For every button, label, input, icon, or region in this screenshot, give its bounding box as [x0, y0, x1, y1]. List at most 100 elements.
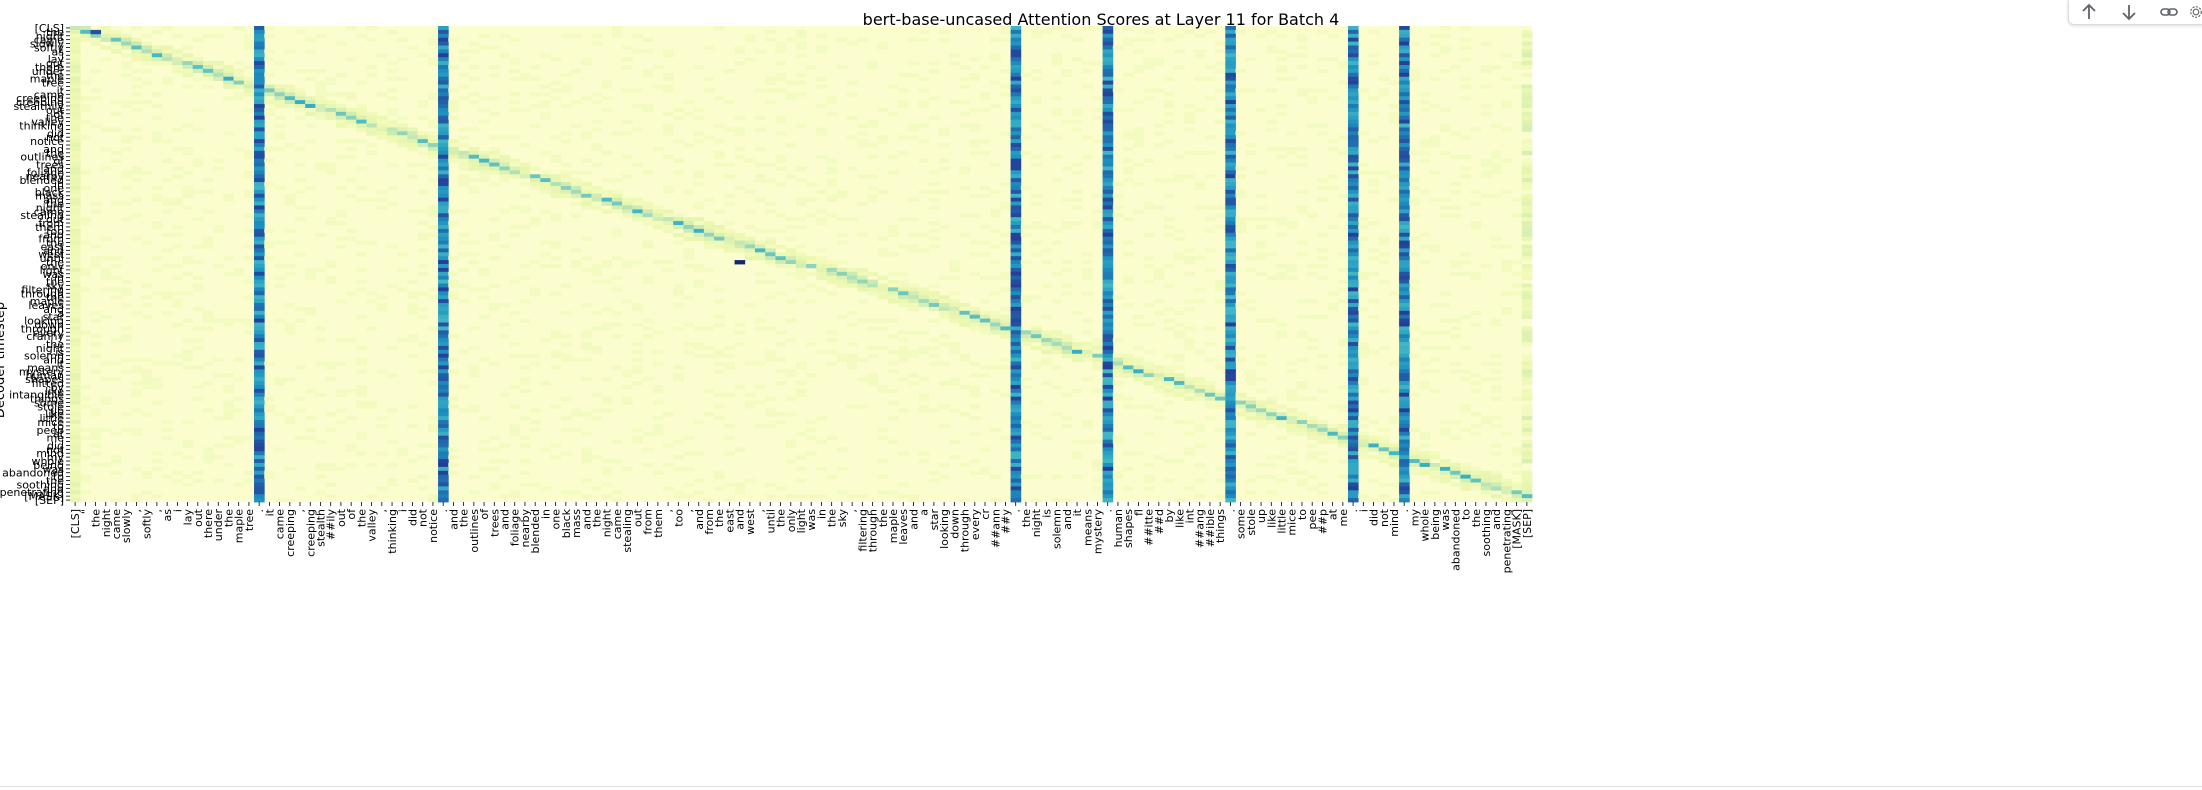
heatmap-cell	[356, 392, 367, 398]
heatmap-cell	[959, 100, 971, 105]
heatmap-cell	[1133, 100, 1144, 105]
heatmap-cell	[182, 455, 194, 460]
heatmap-cell	[1491, 154, 1502, 160]
heatmap-cell	[100, 267, 112, 273]
heatmap-cell	[1276, 68, 1288, 74]
heatmap-cell	[1010, 33, 1022, 39]
heatmap-cell	[775, 291, 787, 296]
heatmap-cell	[1460, 474, 1472, 479]
heatmap-cell	[90, 412, 102, 417]
heatmap-cell	[438, 111, 449, 117]
heatmap-cell	[192, 283, 204, 288]
heatmap-cell	[478, 267, 490, 273]
heatmap-cell	[847, 353, 858, 359]
heatmap-cell	[1102, 217, 1114, 222]
heatmap-cell	[70, 65, 81, 70]
heatmap-cell	[1143, 369, 1155, 374]
heatmap-cell	[1521, 119, 1533, 124]
heatmap-cell	[1358, 271, 1369, 277]
heatmap-cell	[1123, 466, 1134, 472]
heatmap-cell	[939, 334, 950, 339]
heatmap-cell	[1521, 392, 1533, 398]
heatmap-cell	[1071, 353, 1083, 359]
heatmap-cell	[1399, 49, 1410, 54]
heatmap-cell	[1215, 478, 1226, 483]
heatmap-cell	[632, 205, 643, 210]
gear-icon[interactable]	[2189, 0, 2202, 24]
heatmap-cell	[622, 260, 633, 265]
arrow-up-icon[interactable]	[2069, 0, 2109, 24]
heatmap-cell	[254, 49, 265, 54]
heatmap-cell	[121, 45, 132, 50]
heatmap-cell	[243, 193, 255, 199]
x-tick-label: .	[437, 509, 450, 513]
x-tick-label: ,	[683, 509, 696, 513]
heatmap-cell	[1399, 217, 1410, 222]
heatmap-cell	[70, 150, 81, 156]
heatmap-cell	[1296, 252, 1308, 257]
heatmap-cell	[1296, 65, 1308, 70]
heatmap-cell	[1399, 388, 1410, 394]
heatmap-cell	[489, 236, 500, 241]
heatmap-cell	[1327, 439, 1339, 444]
heatmap-cell	[1419, 143, 1431, 148]
heatmap-cell	[1399, 322, 1410, 327]
heatmap-cell	[1266, 420, 1277, 425]
heatmap-cell	[898, 303, 909, 308]
heatmap-cell	[1245, 478, 1257, 483]
heatmap-cell	[70, 404, 81, 409]
heatmap-cell	[714, 361, 725, 366]
y-tick-label: did	[47, 127, 64, 140]
heatmap-cell	[1511, 462, 1523, 468]
heatmap-cell	[131, 68, 142, 74]
heatmap-cell	[70, 314, 81, 320]
heatmap-cell	[530, 104, 541, 109]
heatmap-cell	[1521, 338, 1533, 343]
heatmap-cell	[1051, 53, 1063, 58]
heatmap-cell	[918, 29, 930, 35]
heatmap-cell	[499, 443, 511, 448]
heatmap-cell	[1010, 490, 1022, 495]
heatmap-cell	[1368, 299, 1380, 304]
heatmap-cell	[1521, 264, 1533, 269]
y-tick-label: creeping	[16, 96, 64, 109]
x-tick-label: ##ible	[1204, 509, 1217, 548]
heatmap-cell	[734, 61, 746, 66]
heatmap-cell	[1010, 423, 1022, 429]
heatmap-cell	[601, 459, 613, 464]
heatmap-cell	[438, 396, 449, 401]
heatmap-cell	[632, 427, 643, 433]
heatmap-cell	[458, 49, 470, 54]
heatmap-cell	[274, 135, 286, 140]
link-icon[interactable]	[2149, 0, 2189, 24]
heatmap-cell	[1225, 146, 1236, 152]
heatmap-cell	[1204, 217, 1216, 222]
heatmap-cell	[1347, 68, 1359, 74]
heatmap-cell	[427, 213, 439, 218]
heatmap-cell	[1480, 470, 1492, 476]
heatmap-cell	[1082, 260, 1093, 265]
heatmap-cell	[1000, 365, 1011, 370]
heatmap-cell	[530, 221, 541, 226]
heatmap-cell	[1399, 244, 1410, 249]
heatmap-cell	[1286, 224, 1298, 230]
y-tick-label: until	[40, 252, 64, 265]
heatmap-cell	[131, 127, 142, 132]
heatmap-cell	[622, 396, 633, 401]
heatmap-cell	[110, 111, 122, 117]
heatmap-cell	[1225, 197, 1236, 202]
arrow-down-icon[interactable]	[2109, 0, 2149, 24]
heatmap-cell	[1296, 299, 1308, 304]
heatmap-cell	[683, 221, 695, 226]
y-tick-label: to	[53, 471, 64, 484]
heatmap-cell	[826, 435, 838, 440]
heatmap-cell	[1358, 224, 1369, 230]
heatmap-cell	[1286, 408, 1298, 413]
heatmap-cell	[1225, 182, 1236, 187]
heatmap-cell	[141, 412, 153, 417]
heatmap-cell	[1439, 26, 1451, 31]
heatmap-cell	[1061, 416, 1073, 421]
heatmap-cell	[1347, 462, 1359, 468]
heatmap-cell	[1429, 53, 1441, 58]
x-tick-label: as	[161, 509, 174, 522]
